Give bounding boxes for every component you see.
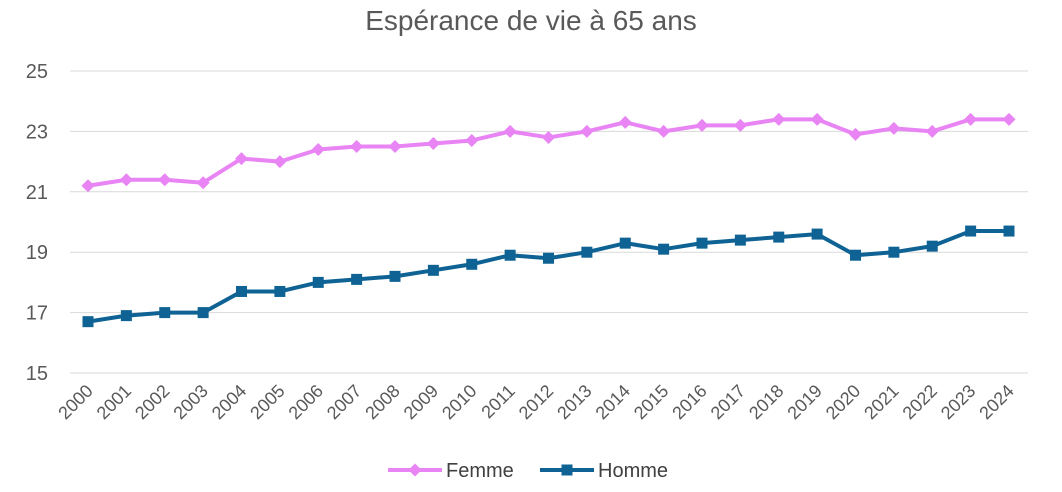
series-femme [81,112,1016,193]
data-point [312,276,324,288]
data-point [581,246,593,258]
data-point [504,249,516,261]
data-point [926,240,938,252]
data-point [426,136,440,150]
data-point [618,115,632,129]
x-tick-label: 2007 [323,381,365,423]
data-point [120,310,132,322]
y-tick-label: 19 [26,242,48,264]
data-point [503,124,517,138]
data-point [1002,112,1016,126]
legend-label: Femme [446,460,514,482]
x-tick-label: 2001 [93,381,135,423]
x-tick-label: 2010 [438,381,480,423]
x-tick-label: 2023 [937,381,979,423]
x-tick-label: 2006 [285,381,327,423]
y-tick-label: 17 [26,303,48,325]
x-tick-label: 2011 [477,381,519,423]
y-tick-label: 23 [26,121,48,143]
x-tick-label: 2016 [668,381,710,423]
data-point [311,143,325,157]
data-point [274,285,286,297]
x-tick-label: 2018 [745,381,787,423]
data-point [773,231,785,243]
data-point [158,173,172,187]
series-line [86,117,1011,188]
y-axis: 15 17 19 21 23 25 [26,61,48,385]
x-tick-label: 2003 [169,381,211,423]
data-point [850,249,861,261]
x-tick-label: 2014 [592,381,634,423]
data-point [965,225,977,237]
data-point [543,252,554,264]
legend-item-homme: Homme [540,460,668,482]
data-point [695,118,709,132]
legend-item-femme: Femme [388,460,514,482]
data-point [119,173,133,187]
data-point [351,273,363,285]
x-tick-label: 2013 [553,381,595,423]
x-tick-label: 2020 [822,381,864,423]
grid-lines [70,70,1028,374]
data-point [658,243,670,255]
data-point [696,237,708,249]
data-point [810,112,824,126]
series-homme [82,225,1015,328]
data-point [465,133,479,147]
x-tick-label: 2012 [515,381,557,423]
x-tick-label: 2009 [400,381,442,423]
series-group [81,112,1016,328]
data-point [273,155,287,169]
data-point [619,237,631,249]
data-point [811,228,823,240]
data-point [159,307,171,319]
x-tick-label: 2021 [860,381,902,423]
data-point [236,285,247,297]
data-point [466,258,478,270]
data-point [389,270,401,282]
x-tick-label: 2000 [54,381,96,423]
y-tick-label: 21 [26,182,48,204]
legend-swatch-marker [561,464,573,476]
data-point [734,234,746,246]
data-point [1003,225,1015,237]
series-line [86,229,1011,324]
legend-swatch-marker [408,463,422,477]
data-point [772,112,786,126]
data-point [849,127,862,141]
x-tick-label: 2024 [975,381,1017,423]
data-point [888,246,900,258]
data-point [733,118,747,132]
data-point [964,112,978,126]
data-point [235,152,248,166]
data-point [196,176,210,190]
x-tick-label: 2017 [707,381,749,423]
data-point [542,130,555,144]
data-point [887,121,901,135]
x-tick-label: 2015 [630,381,672,423]
data-point [580,124,594,138]
x-tick-label: 2005 [246,381,288,423]
data-point [350,140,364,153]
data-point [657,124,671,138]
data-point [427,264,439,276]
data-point [925,124,939,138]
data-point [197,307,209,319]
chart-title: Espérance de vie à 65 ans [365,5,697,36]
data-point [388,140,402,153]
legend-label: Homme [598,460,668,482]
x-axis: 2000200120022003200420052006200720082009… [54,381,1017,423]
x-tick-label: 2008 [361,381,403,423]
y-tick-label: 15 [26,363,48,385]
legend: Femme Homme [388,460,668,482]
data-point [81,179,95,193]
data-point [82,316,94,328]
x-tick-label: 2019 [783,381,825,423]
x-tick-label: 2004 [208,381,250,423]
y-tick-label: 25 [26,61,48,83]
x-tick-label: 2022 [899,381,941,423]
x-tick-label: 2002 [131,381,173,423]
